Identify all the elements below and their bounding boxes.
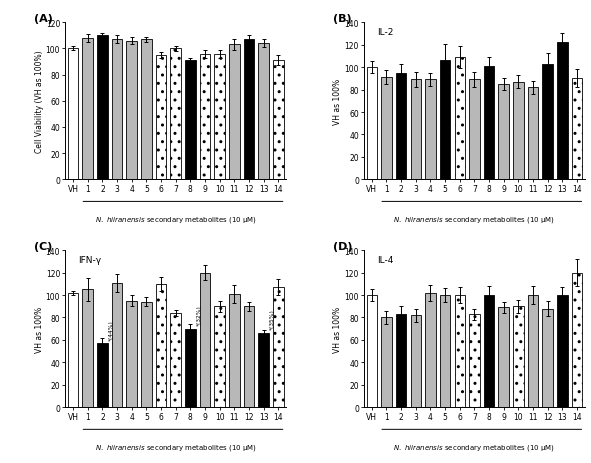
Text: IL-2: IL-2	[377, 28, 394, 37]
Bar	[528, 295, 538, 407]
Bar	[528, 88, 538, 180]
Bar	[97, 344, 108, 407]
Bar	[454, 58, 465, 180]
Bar	[425, 80, 436, 180]
Bar	[112, 40, 122, 180]
Bar	[440, 61, 450, 180]
Bar	[229, 45, 239, 180]
Bar	[170, 313, 181, 407]
Bar	[141, 302, 152, 407]
Bar	[273, 288, 284, 407]
Text: (C): (C)	[34, 241, 53, 251]
Bar	[97, 36, 108, 180]
Bar	[185, 329, 196, 407]
Bar	[425, 293, 436, 407]
Bar	[543, 309, 553, 407]
Bar	[156, 56, 166, 180]
Text: $\it{N.\ hiiranensis}$ secondary metabolites (10 μM): $\it{N.\ hiiranensis}$ secondary metabol…	[394, 442, 556, 452]
Text: *(35%): *(35%)	[269, 308, 275, 329]
Text: (B): (B)	[333, 14, 352, 24]
Bar	[185, 61, 196, 180]
Bar	[83, 39, 93, 180]
Bar	[126, 301, 137, 407]
Text: IL-4: IL-4	[377, 255, 394, 264]
Bar	[229, 294, 239, 407]
Bar	[215, 55, 225, 180]
Bar	[243, 307, 254, 407]
Text: IFN-γ: IFN-γ	[78, 255, 102, 264]
Bar	[83, 290, 93, 407]
Bar	[484, 295, 494, 407]
Bar	[513, 307, 524, 407]
Text: $\it{N.\ hiiranensis}$ secondary metabolites (10 μM): $\it{N.\ hiiranensis}$ secondary metabol…	[394, 214, 556, 225]
Bar	[366, 295, 377, 407]
Bar	[258, 333, 269, 407]
Bar	[484, 67, 494, 180]
Bar	[243, 40, 254, 180]
Bar	[381, 318, 392, 407]
Bar	[454, 295, 465, 407]
Bar	[557, 44, 567, 180]
Bar	[469, 80, 480, 180]
Text: $\it{N.\ hiiranensis}$ secondary metabolites (10 μM): $\it{N.\ hiiranensis}$ secondary metabol…	[95, 442, 256, 452]
Bar	[396, 314, 407, 407]
Bar	[366, 68, 377, 180]
Bar	[68, 49, 79, 180]
Bar	[170, 49, 181, 180]
Text: (D): (D)	[333, 241, 352, 251]
Text: (A): (A)	[34, 14, 53, 24]
Bar	[396, 74, 407, 180]
Bar	[513, 82, 524, 180]
Y-axis label: Cell Viability (VH as 100%): Cell Viability (VH as 100%)	[34, 50, 44, 153]
Y-axis label: VH as 100%: VH as 100%	[333, 306, 342, 352]
Bar	[571, 273, 582, 407]
Bar	[215, 307, 225, 407]
Bar	[156, 284, 166, 407]
Bar	[543, 65, 553, 180]
Y-axis label: VH as 100%: VH as 100%	[333, 79, 342, 125]
Bar	[273, 61, 284, 180]
Bar	[126, 42, 137, 180]
Text: *(44%): *(44%)	[109, 319, 113, 340]
Bar	[200, 55, 210, 180]
Bar	[381, 78, 392, 180]
Bar	[498, 308, 509, 407]
Bar	[411, 80, 421, 180]
Bar	[498, 85, 509, 180]
Bar	[411, 316, 421, 407]
Bar	[571, 79, 582, 180]
Text: $\it{N.\ hiiranensis}$ secondary metabolites (10 μM): $\it{N.\ hiiranensis}$ secondary metabol…	[95, 214, 256, 225]
Bar	[112, 283, 122, 407]
Bar	[200, 273, 210, 407]
Y-axis label: VH as 100%: VH as 100%	[34, 306, 44, 352]
Bar	[440, 295, 450, 407]
Bar	[68, 293, 79, 407]
Bar	[258, 44, 269, 180]
Bar	[141, 40, 152, 180]
Bar	[469, 314, 480, 407]
Text: *(32%): *(32%)	[196, 305, 202, 325]
Bar	[557, 295, 567, 407]
